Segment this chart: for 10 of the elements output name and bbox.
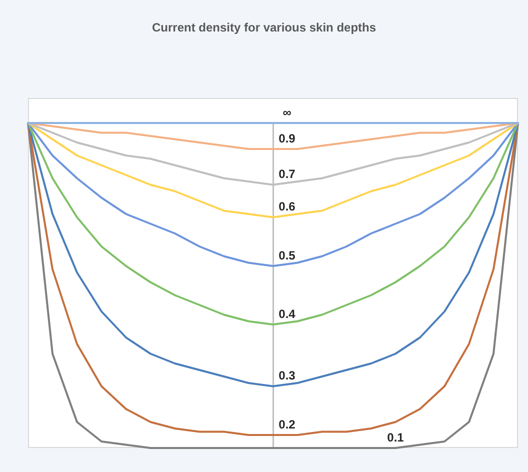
series-label: 0.9 bbox=[278, 131, 296, 146]
series-label: 0.6 bbox=[278, 200, 296, 214]
series-label: 0.7 bbox=[278, 167, 296, 182]
series-label: 0.2 bbox=[278, 417, 296, 432]
series-label: 0.1 bbox=[387, 430, 404, 444]
series-label: ∞ bbox=[282, 105, 292, 120]
chart-title: Current density for various skin depths bbox=[152, 20, 376, 34]
series-label: 0.4 bbox=[278, 306, 296, 321]
series-label: 0.5 bbox=[278, 248, 296, 262]
series-label: 0.3 bbox=[278, 368, 296, 383]
